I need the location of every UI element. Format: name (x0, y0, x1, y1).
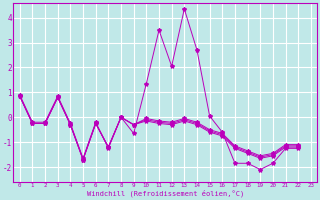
X-axis label: Windchill (Refroidissement éolien,°C): Windchill (Refroidissement éolien,°C) (87, 190, 244, 197)
